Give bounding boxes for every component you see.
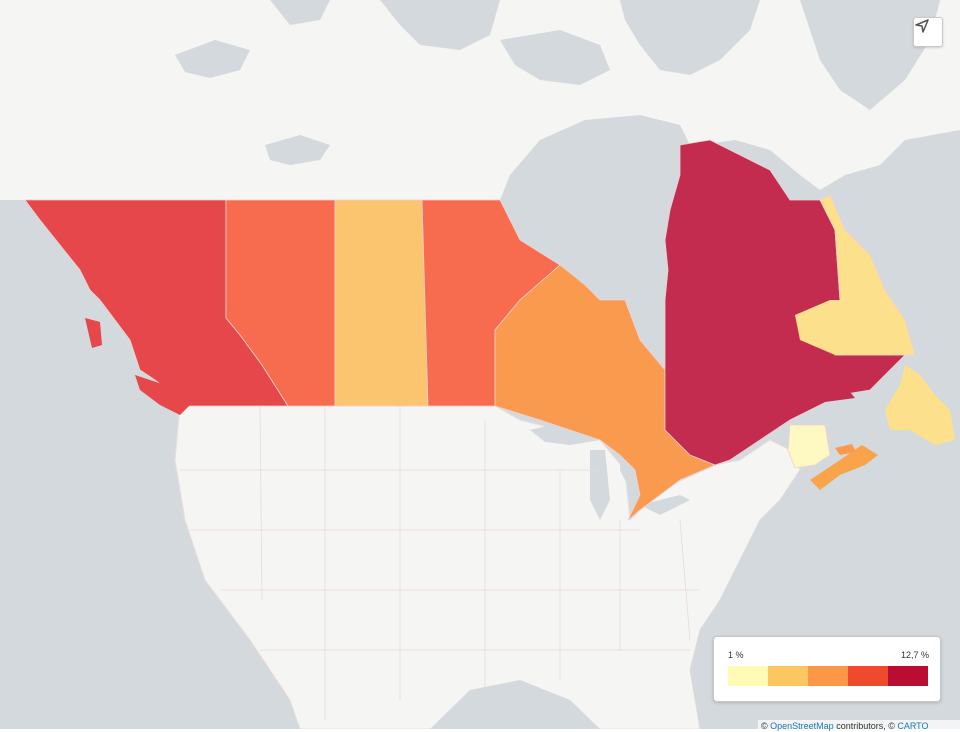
region-ontario: [494, 264, 717, 521]
map-attribution: © OpenStreetMap contributors, © CARTO: [758, 720, 960, 732]
legend-swatch-5: [888, 666, 928, 686]
attribution-middle: contributors, ©: [833, 721, 898, 731]
region-labrador-south: [795, 300, 905, 355]
region-haida-gwaii: [85, 318, 102, 348]
legend-swatch-4: [848, 666, 888, 686]
region-newfoundland-island: [885, 365, 955, 445]
legend: 1 % 12,7 %: [713, 636, 941, 702]
legend-swatch-1: [728, 666, 768, 686]
us-state-borders: [180, 405, 700, 720]
legend-min-label: 1 %: [728, 650, 744, 660]
water-pacific: [0, 200, 300, 729]
navigation-arrow-icon: [915, 19, 929, 33]
water-great-bear-lake: [175, 40, 250, 78]
legend-swatch-2: [768, 666, 808, 686]
legend-max-label: 12,7 %: [900, 650, 929, 660]
water-arctic: [270, 0, 330, 25]
region-quebec: [664, 139, 906, 466]
region-nova-scotia: [810, 445, 878, 490]
carto-link[interactable]: CARTO: [897, 721, 929, 731]
water-arctic-5: [800, 0, 940, 110]
water-gulf-of-mexico: [430, 680, 600, 729]
legend-swatch-3: [808, 666, 848, 686]
water-lake-erie: [640, 495, 690, 515]
region-saskatchewan: [334, 199, 429, 407]
water-hudson-bay: [500, 115, 690, 330]
locate-button[interactable]: [913, 17, 943, 47]
land-anticosti: [820, 392, 855, 402]
water-lake-michigan: [590, 450, 610, 520]
legend-color-scale: [728, 666, 928, 686]
osm-link[interactable]: OpenStreetMap: [770, 721, 834, 731]
water-arctic-2: [380, 0, 500, 50]
water-arctic-4: [620, 0, 760, 75]
region-prince-edward-island: [835, 444, 856, 455]
water-arctic-3: [500, 30, 610, 85]
attribution-prefix: ©: [761, 721, 771, 731]
water-great-slave-lake: [265, 135, 330, 165]
region-vancouver-island: [135, 375, 190, 415]
region-new-brunswick: [787, 424, 831, 469]
